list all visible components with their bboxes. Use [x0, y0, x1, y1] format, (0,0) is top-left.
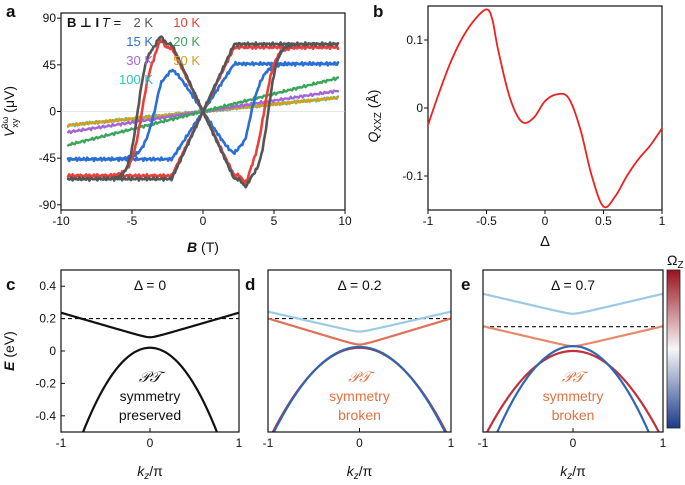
panel-d-plot-area: [268, 310, 451, 432]
panel-letter-d: d: [245, 275, 255, 294]
panel-b-xtick-label: -0.5: [476, 214, 497, 228]
panel-letter-c: c: [6, 275, 15, 294]
panel-c-xlabel: kz/π: [137, 463, 163, 482]
panel-a-series-2K-down: [66, 35, 340, 182]
panel-a-ytick-label: -45: [39, 151, 57, 165]
panel-b-xtick-label: -1: [423, 214, 434, 228]
legend-entry: 100 K: [119, 72, 153, 87]
panel-c-annotation-line: preserved: [119, 407, 181, 423]
panel-b-ylabel: QXXZ (Å): [365, 90, 384, 143]
panel-a-ytick-label: 90: [43, 11, 57, 25]
legend-entry: 50 K: [173, 53, 200, 68]
panel-c-ytick-label: -0.2: [35, 376, 56, 390]
panel-a-xtick-label: 10: [338, 214, 352, 228]
panel-e-annotation-line: symmetry: [543, 388, 604, 404]
panel-c-ytick-label: 0.4: [39, 279, 56, 293]
panel-d-band-upper-conduction: [268, 310, 451, 333]
legend-entry: 15 K: [126, 34, 153, 49]
panel-d-xlabel: kz/π: [347, 463, 373, 482]
legend-entry: 10 K: [173, 15, 200, 30]
legend-entry: 2 K: [133, 15, 153, 30]
panel-e-title: Δ = 0.7: [551, 277, 595, 293]
panel-b-ytick-label: -0.1: [402, 169, 423, 183]
panel-c-plot-area: [61, 311, 239, 432]
panel-b-xtick-label: 0.5: [595, 214, 612, 228]
panel-a-ytick-label: 45: [43, 58, 57, 72]
panel-letter-b: b: [373, 2, 383, 21]
panel-c-band-conduction: [61, 311, 239, 339]
panel-e-xtick-label: 1: [660, 436, 667, 450]
panel-a-ytick-label: 0: [49, 105, 56, 119]
panel-b-series-qxxz: [427, 8, 663, 209]
colorbar-gradient: [666, 269, 681, 429]
panel-d-xtick-label: 0: [356, 436, 363, 450]
panel-c-ytick-label: -0.4: [35, 409, 56, 423]
colorbar-label: ΩZ: [667, 252, 684, 271]
legend-entry: 20 K: [173, 34, 200, 49]
panel-a-title: B ⊥ I: [67, 15, 99, 30]
panel-e-xtick-label: 0: [570, 436, 577, 450]
panel-e-bands-delta-0.7: -1 0 1 Δ = 0.7 𝒫𝒯 symmetry broken kz/π: [478, 269, 667, 482]
panel-e-band-lower-conduction: [483, 325, 663, 348]
panel-b-xtick-label: 1: [659, 214, 666, 228]
panel-c-ytick-label: 0: [49, 344, 56, 358]
panel-a-xtick-label: -10: [52, 214, 70, 228]
panel-b-xlabel: Δ: [540, 233, 550, 250]
panel-letter-a: a: [6, 2, 16, 21]
panel-e-plot-area: [483, 292, 663, 432]
panel-a-ylabel: Vxy3ω (μV): [0, 86, 20, 137]
panel-d-band-lower-conduction: [268, 317, 451, 346]
panel-a-xtick-label: 0: [200, 214, 207, 228]
panel-c-xtick-label: -1: [56, 436, 67, 450]
panel-e-band-upper-conduction: [483, 292, 663, 315]
panel-c-ylabel: E (eV): [1, 331, 17, 371]
panel-a-xtick-label: -5: [127, 214, 138, 228]
panel-d-band-valence-blue: [272, 345, 447, 432]
panel-d-xtick-label: -1: [263, 436, 274, 450]
panel-c-xtick-label: 0: [147, 436, 154, 450]
panel-c-band-valence: [81, 346, 219, 432]
colorbar: ΩZ: [666, 252, 684, 429]
panel-c-annotation-line: symmetry: [120, 388, 181, 404]
panel-d-annotation-line: 𝒫𝒯: [348, 369, 375, 386]
panel-c-title: Δ = 0: [134, 277, 167, 293]
panel-d-xtick-label: 1: [448, 436, 455, 450]
panel-letter-e: e: [461, 275, 470, 294]
panel-b-ytick-label: 0.1: [406, 33, 423, 47]
panel-c-xtick-label: 1: [236, 436, 243, 450]
panel-e-annotation-line: broken: [552, 407, 595, 423]
panel-e-band-valence-blue: [496, 345, 650, 432]
panel-a-xlabel: B (T): [187, 239, 219, 255]
panel-e-xlabel: kz/π: [560, 463, 586, 482]
panel-c-bands-delta-0: -1 0 1 -0.4 -0.2 0 0.2 0.4 Δ = 0 𝒫𝒯 symmetry preser…: [1, 269, 243, 482]
legend-prefix: T =: [102, 15, 122, 30]
panel-e-annotation-line: 𝒫𝒯: [562, 369, 589, 386]
panel-b-xtick-label: 0: [542, 214, 549, 228]
panel-c-annotation-line: 𝒫𝒯: [139, 369, 166, 386]
panel-c-ytick-label: 0.2: [39, 312, 56, 326]
panel-e-xtick-label: -1: [478, 436, 489, 450]
panel-b-ytick-label: 0: [416, 101, 423, 115]
legend-entry: 30 K: [126, 53, 153, 68]
panel-d-annotation-line: broken: [338, 407, 381, 423]
panel-d-bands-delta-0.2: -1 0 1 Δ = 0.2 𝒫𝒯 symmetry broken kz/π: [263, 269, 455, 482]
panel-d-title: Δ = 0.2: [338, 277, 382, 293]
panel-b-qxxz-vs-delta: -1 -0.5 0 0.5 1 -0.1 0 0.1 Δ QXXZ (Å): [365, 5, 666, 250]
panel-a-legend: T = 2 K 10 K 15 K 20 K 30 K 50 K 100 K: [102, 15, 200, 87]
panel-e-band-valence-red: [485, 349, 661, 432]
panel-d-annotation-line: symmetry: [329, 388, 390, 404]
panel-a-ytick-label: -90: [39, 198, 57, 212]
panel-a-xtick-label: 5: [271, 214, 278, 228]
